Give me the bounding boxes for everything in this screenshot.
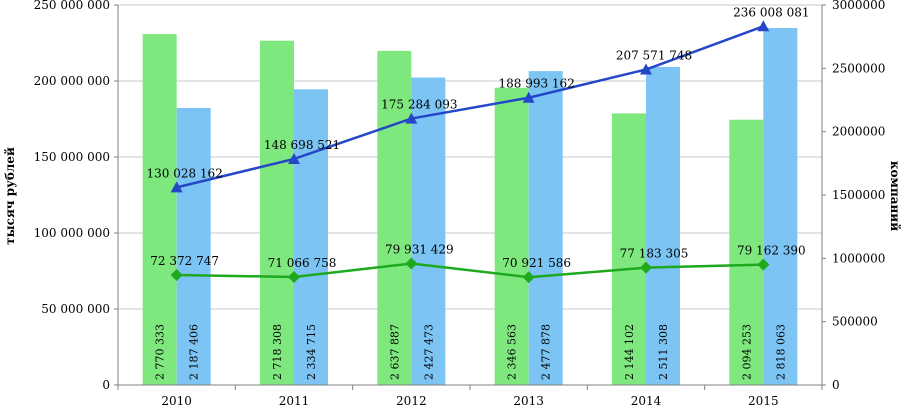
y-left-tick-label: 50 000 000	[41, 302, 110, 316]
x-tick-label: 2014	[631, 394, 662, 408]
line-marker-diamond	[522, 271, 535, 284]
data-labels: 2 770 333 2 187 406 2 718 308 2 334 715 2 63…	[146, 5, 809, 380]
line-value-label: 77 183 305	[620, 247, 689, 261]
bar-s2-2014	[646, 66, 680, 385]
bar-s1-2015	[729, 119, 764, 385]
x-tick-label: 2013	[513, 394, 544, 408]
line-marker-triangle	[170, 181, 183, 193]
line-value-label: 72 372 747	[150, 254, 219, 268]
bar-value-label: 2 718 308	[271, 324, 284, 380]
y-left-tick-label: 100 000 000	[34, 226, 110, 240]
y-right-tick-label: 500000	[832, 315, 878, 329]
line-series-2	[176, 262, 764, 279]
line-marker-diamond	[757, 258, 770, 271]
bar-s1-2012	[377, 50, 412, 385]
bar-value-label: 2 144 102	[623, 324, 636, 380]
y-axis-title-right: компаний	[888, 161, 902, 231]
bar-value-label: 2 094 253	[740, 324, 753, 380]
line-value-label: 148 698 521	[264, 138, 340, 152]
x-tick-label: 2012	[396, 394, 427, 408]
y-axis-title-left: тысяч рублей	[3, 147, 17, 245]
line-value-label: 79 931 429	[385, 243, 454, 257]
bar-value-label: 2 637 887	[388, 324, 401, 380]
bar-s2-2013	[528, 71, 563, 386]
bar-s1-2013	[494, 87, 529, 386]
line-marker-triangle	[757, 20, 770, 32]
line-value-label: 71 066 758	[268, 256, 337, 270]
bar-value-label: 2 346 563	[506, 324, 519, 380]
bar-s2-2012	[411, 77, 446, 386]
x-tick-label: 2015	[748, 394, 779, 408]
line-value-label: 175 284 093	[381, 98, 457, 112]
lines	[170, 20, 770, 284]
line-value-label: 79 162 390	[737, 244, 806, 258]
line-series-1	[176, 25, 764, 189]
line-marker-diamond	[640, 261, 652, 274]
y-left-tick-label: 0	[102, 378, 110, 392]
line-marker-triangle	[288, 152, 300, 164]
bar-s1-2010	[142, 34, 177, 385]
line-value-label: 130 028 162	[146, 166, 222, 180]
bar-value-label: 2 511 308	[657, 324, 670, 380]
line-marker-triangle	[640, 63, 652, 75]
y-left-tick-label: 250 000 000	[34, 0, 110, 12]
y-right-tick-label: 3000000	[832, 0, 885, 12]
bar-s2-2011	[294, 89, 328, 385]
bar-s1-2011	[260, 40, 294, 385]
bar-value-label: 2 427 473	[422, 324, 435, 380]
line-value-label: 70 921 586	[502, 256, 571, 270]
bar-s2-2010	[176, 107, 211, 385]
bar-s1-2014	[612, 113, 646, 385]
y-left-tick-label: 150 000 000	[34, 150, 110, 164]
line-marker-diamond	[170, 268, 183, 281]
bar-value-label: 2 187 406	[188, 324, 201, 380]
line-marker-diamond	[288, 270, 300, 283]
line-value-label: 207 571 748	[616, 48, 692, 62]
axes: 0 50 000 000 100 000 000 150 000 000 200 000…	[34, 0, 886, 408]
line-marker-triangle	[522, 91, 535, 103]
line-value-label: 188 993 162	[498, 77, 574, 91]
x-tick-label: 2011	[279, 394, 310, 408]
bar-s2-2015	[763, 28, 798, 386]
bar-value-label: 2 818 063	[774, 324, 787, 380]
gridlines	[118, 4, 822, 310]
x-tick-label: 2010	[161, 394, 192, 408]
y-right-tick-label: 1500000	[832, 188, 885, 202]
y-right-tick-label: 2500000	[832, 61, 885, 75]
y-right-tick-label: 1000000	[832, 251, 885, 265]
line-marker-diamond	[405, 257, 418, 270]
bar-value-label: 2 334 715	[305, 324, 318, 380]
bars	[142, 28, 798, 386]
bar-value-label: 2 770 333	[154, 324, 167, 380]
line-value-label: 236 008 081	[733, 5, 809, 19]
line-marker-triangle	[405, 112, 418, 124]
bar-value-label: 2 477 878	[540, 324, 553, 380]
y-right-tick-label: 0	[832, 378, 840, 392]
y-right-tick-label: 2000000	[832, 125, 885, 139]
y-left-tick-label: 200 000 000	[34, 74, 110, 88]
